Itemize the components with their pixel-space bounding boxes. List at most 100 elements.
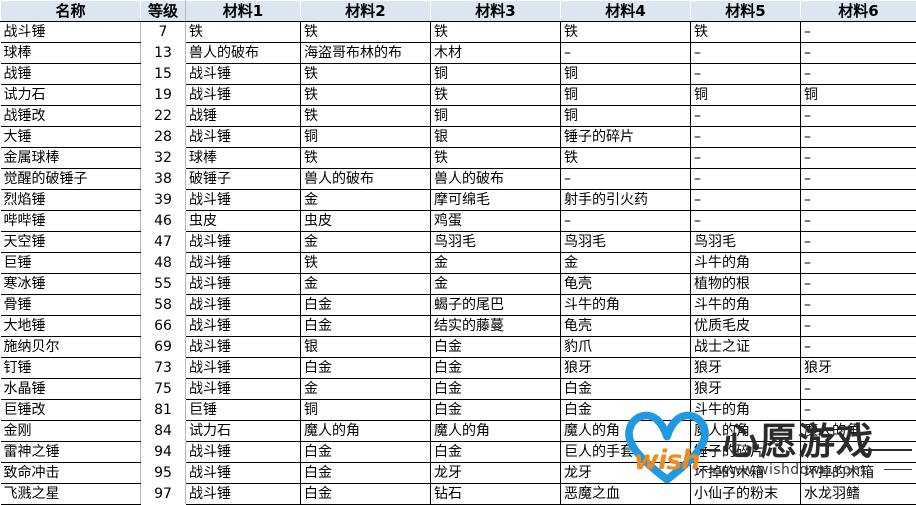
- cell-material6: –: [800, 294, 916, 316]
- cell-item-level: 69: [140, 336, 186, 358]
- cell-item-name: 飞溅之星: [0, 483, 141, 505]
- cell-material1: 铁: [185, 21, 301, 43]
- cell-item-name: 金刚: [0, 420, 141, 442]
- cell-material6: –: [800, 210, 916, 232]
- cell-material6: –: [800, 105, 916, 127]
- table-row[interactable]: 哔哔锤 46 虫皮 虫皮 鸡蛋 – – –: [0, 210, 916, 232]
- cell-item-level: 84: [140, 420, 186, 442]
- cell-material6: –: [800, 147, 916, 169]
- table-row[interactable]: 天空锤 47 战斗锤金鸟羽毛 鸟羽毛 鸟羽毛 –: [0, 231, 916, 253]
- cell-item-level: 22: [140, 105, 186, 127]
- cell-item-level: 19: [140, 84, 186, 106]
- cell-material1: 破锤子: [185, 168, 301, 190]
- cell-material4: –: [560, 42, 691, 64]
- cell-material2: 银: [300, 336, 431, 358]
- table-row[interactable]: 试力石 19 战斗锤铁铁铜铜铜: [0, 84, 916, 106]
- cell-material1: 战斗锤: [185, 357, 301, 379]
- column-header-material2[interactable]: 材料2: [300, 0, 431, 22]
- cell-material2: 白金: [300, 483, 431, 505]
- table-row[interactable]: 巨锤改 81 巨锤铜白金 白金 斗牛的角 –: [0, 399, 916, 421]
- cell-material4: 豹爪: [560, 336, 691, 358]
- cell-item-level: 47: [140, 231, 186, 253]
- cell-material6: 水龙羽鳍: [800, 483, 916, 505]
- cell-material1: 战斗锤: [185, 336, 301, 358]
- cell-material6: 狼牙: [800, 357, 916, 379]
- cell-item-name: 大锤: [0, 126, 141, 148]
- cell-material3: 结实的藤蔓: [430, 315, 561, 337]
- cell-material6: –: [800, 126, 916, 148]
- table-row[interactable]: 战锤 15 战斗锤铁铜铜 – –: [0, 63, 916, 85]
- cell-material6: –: [800, 21, 916, 43]
- cell-material2: 海盗哥布林的布: [300, 42, 431, 64]
- table-row[interactable]: 战斗锤 7 铁铁铁铁铁 –: [0, 21, 916, 43]
- cell-material5: 魔人的角: [690, 420, 801, 442]
- cell-material1: 战斗锤: [185, 273, 301, 295]
- table-row[interactable]: 巨锤 48 战斗锤铁金金斗牛的角 –: [0, 252, 916, 274]
- cell-item-level: 75: [140, 378, 186, 400]
- cell-item-name: 战斗锤: [0, 21, 141, 43]
- cell-material1: 战斗锤: [185, 441, 301, 463]
- cell-material3: 木材: [430, 42, 561, 64]
- cell-material6: –: [800, 252, 916, 274]
- cell-material4: 巨人的手套: [560, 441, 691, 463]
- cell-material3: 魔人的角: [430, 420, 561, 442]
- cell-material2: 魔人的角: [300, 420, 431, 442]
- cell-item-level: 95: [140, 462, 186, 484]
- table-row[interactable]: 大锤 28 战斗锤铜银锤子的碎片 – –: [0, 126, 916, 148]
- column-header-material3[interactable]: 材料3: [430, 0, 561, 22]
- table-row[interactable]: 金刚 84 试力石 魔人的角 魔人的角 魔人的角 魔人的角 魔人的角: [0, 420, 916, 442]
- cell-material5: 狼牙: [690, 378, 801, 400]
- table-row[interactable]: 飞溅之星 97 战斗锤 白金 钻石 恶魔之血 小仙子的粉末 水龙羽鳍: [0, 483, 916, 505]
- cell-material5: –: [690, 42, 801, 64]
- cell-material6: –: [800, 273, 916, 295]
- cell-material5: 斗牛的角: [690, 294, 801, 316]
- cell-material5: 优质毛皮: [690, 315, 801, 337]
- cell-item-level: 38: [140, 168, 186, 190]
- table-row[interactable]: 烈焰锤 39 战斗锤金摩可绵毛 射手的引火药 – –: [0, 189, 916, 211]
- table-row[interactable]: 球棒 13 兽人的破布 海盗哥布林的布 木材 – – –: [0, 42, 916, 64]
- table-row[interactable]: 大地锤 66 战斗锤 白金 结实的藤蔓 龟壳 优质毛皮 –: [0, 315, 916, 337]
- table-row[interactable]: 水晶锤 75 战斗锤金白金 白金 狼牙 –: [0, 378, 916, 400]
- table-row[interactable]: 金属球棒 32 球棒铁铁铁 – –: [0, 147, 916, 169]
- column-header-name[interactable]: 名称: [0, 0, 141, 22]
- cell-item-name: 觉醒的破锤子: [0, 168, 141, 190]
- cell-material2: 铁: [300, 63, 431, 85]
- cell-item-name: 大地锤: [0, 315, 141, 337]
- table-row[interactable]: 战锤改 22 战锤铁铜铜 – –: [0, 105, 916, 127]
- cell-material3: 铁: [430, 21, 561, 43]
- table-row[interactable]: 雷神之锤 94 战斗锤 白金 白金 巨人的手套 锤子的碎片: [0, 441, 916, 463]
- column-header-level[interactable]: 等级: [140, 0, 186, 22]
- column-header-material4[interactable]: 材料4: [560, 0, 691, 22]
- cell-material4: 龙牙: [560, 462, 691, 484]
- cell-material5: 铁: [690, 21, 801, 43]
- cell-material2: 金: [300, 231, 431, 253]
- cell-material3: 摩可绵毛: [430, 189, 561, 211]
- table-row[interactable]: 致命冲击 95 战斗锤 白金 龙牙 龙牙 坏掉的木箱 坏掉的木箱: [0, 462, 916, 484]
- cell-material2: 铁: [300, 84, 431, 106]
- cell-material4: 铁: [560, 21, 691, 43]
- cell-material2: 铁: [300, 21, 431, 43]
- cell-material5: –: [690, 189, 801, 211]
- cell-item-name: 水晶锤: [0, 378, 141, 400]
- cell-item-name: 钉锤: [0, 357, 141, 379]
- cell-material5: 斗牛的角: [690, 399, 801, 421]
- table-row[interactable]: 骨锤 58 战斗锤 白金 蝎子的尾巴 斗牛的角 斗牛的角 –: [0, 294, 916, 316]
- cell-material5: –: [690, 126, 801, 148]
- cell-material4: 斗牛的角: [560, 294, 691, 316]
- column-header-material6[interactable]: 材料6: [800, 0, 916, 22]
- cell-item-name: 寒冰锤: [0, 273, 141, 295]
- cell-material4: 锤子的碎片: [560, 126, 691, 148]
- table-row[interactable]: 施纳贝尔 69 战斗锤银白金 豹爪 战士之证 –: [0, 336, 916, 358]
- cell-material3: 兽人的破布: [430, 168, 561, 190]
- cell-material4: 铜: [560, 63, 691, 85]
- table-row[interactable]: 寒冰锤 55 战斗锤金金龟壳 植物的根 –: [0, 273, 916, 295]
- cell-material3: 白金: [430, 378, 561, 400]
- cell-material6: 魔人的角: [800, 420, 916, 442]
- column-header-material1[interactable]: 材料1: [185, 0, 301, 22]
- table-row[interactable]: 觉醒的破锤子 38 破锤子 兽人的破布 兽人的破布 – – –: [0, 168, 916, 190]
- column-header-material5[interactable]: 材料5: [690, 0, 801, 22]
- cell-material1: 战斗锤: [185, 84, 301, 106]
- table-row[interactable]: 钉锤 73 战斗锤 白金 白金 狼牙 狼牙 狼牙: [0, 357, 916, 379]
- cell-material2: 兽人的破布: [300, 168, 431, 190]
- cell-item-level: 28: [140, 126, 186, 148]
